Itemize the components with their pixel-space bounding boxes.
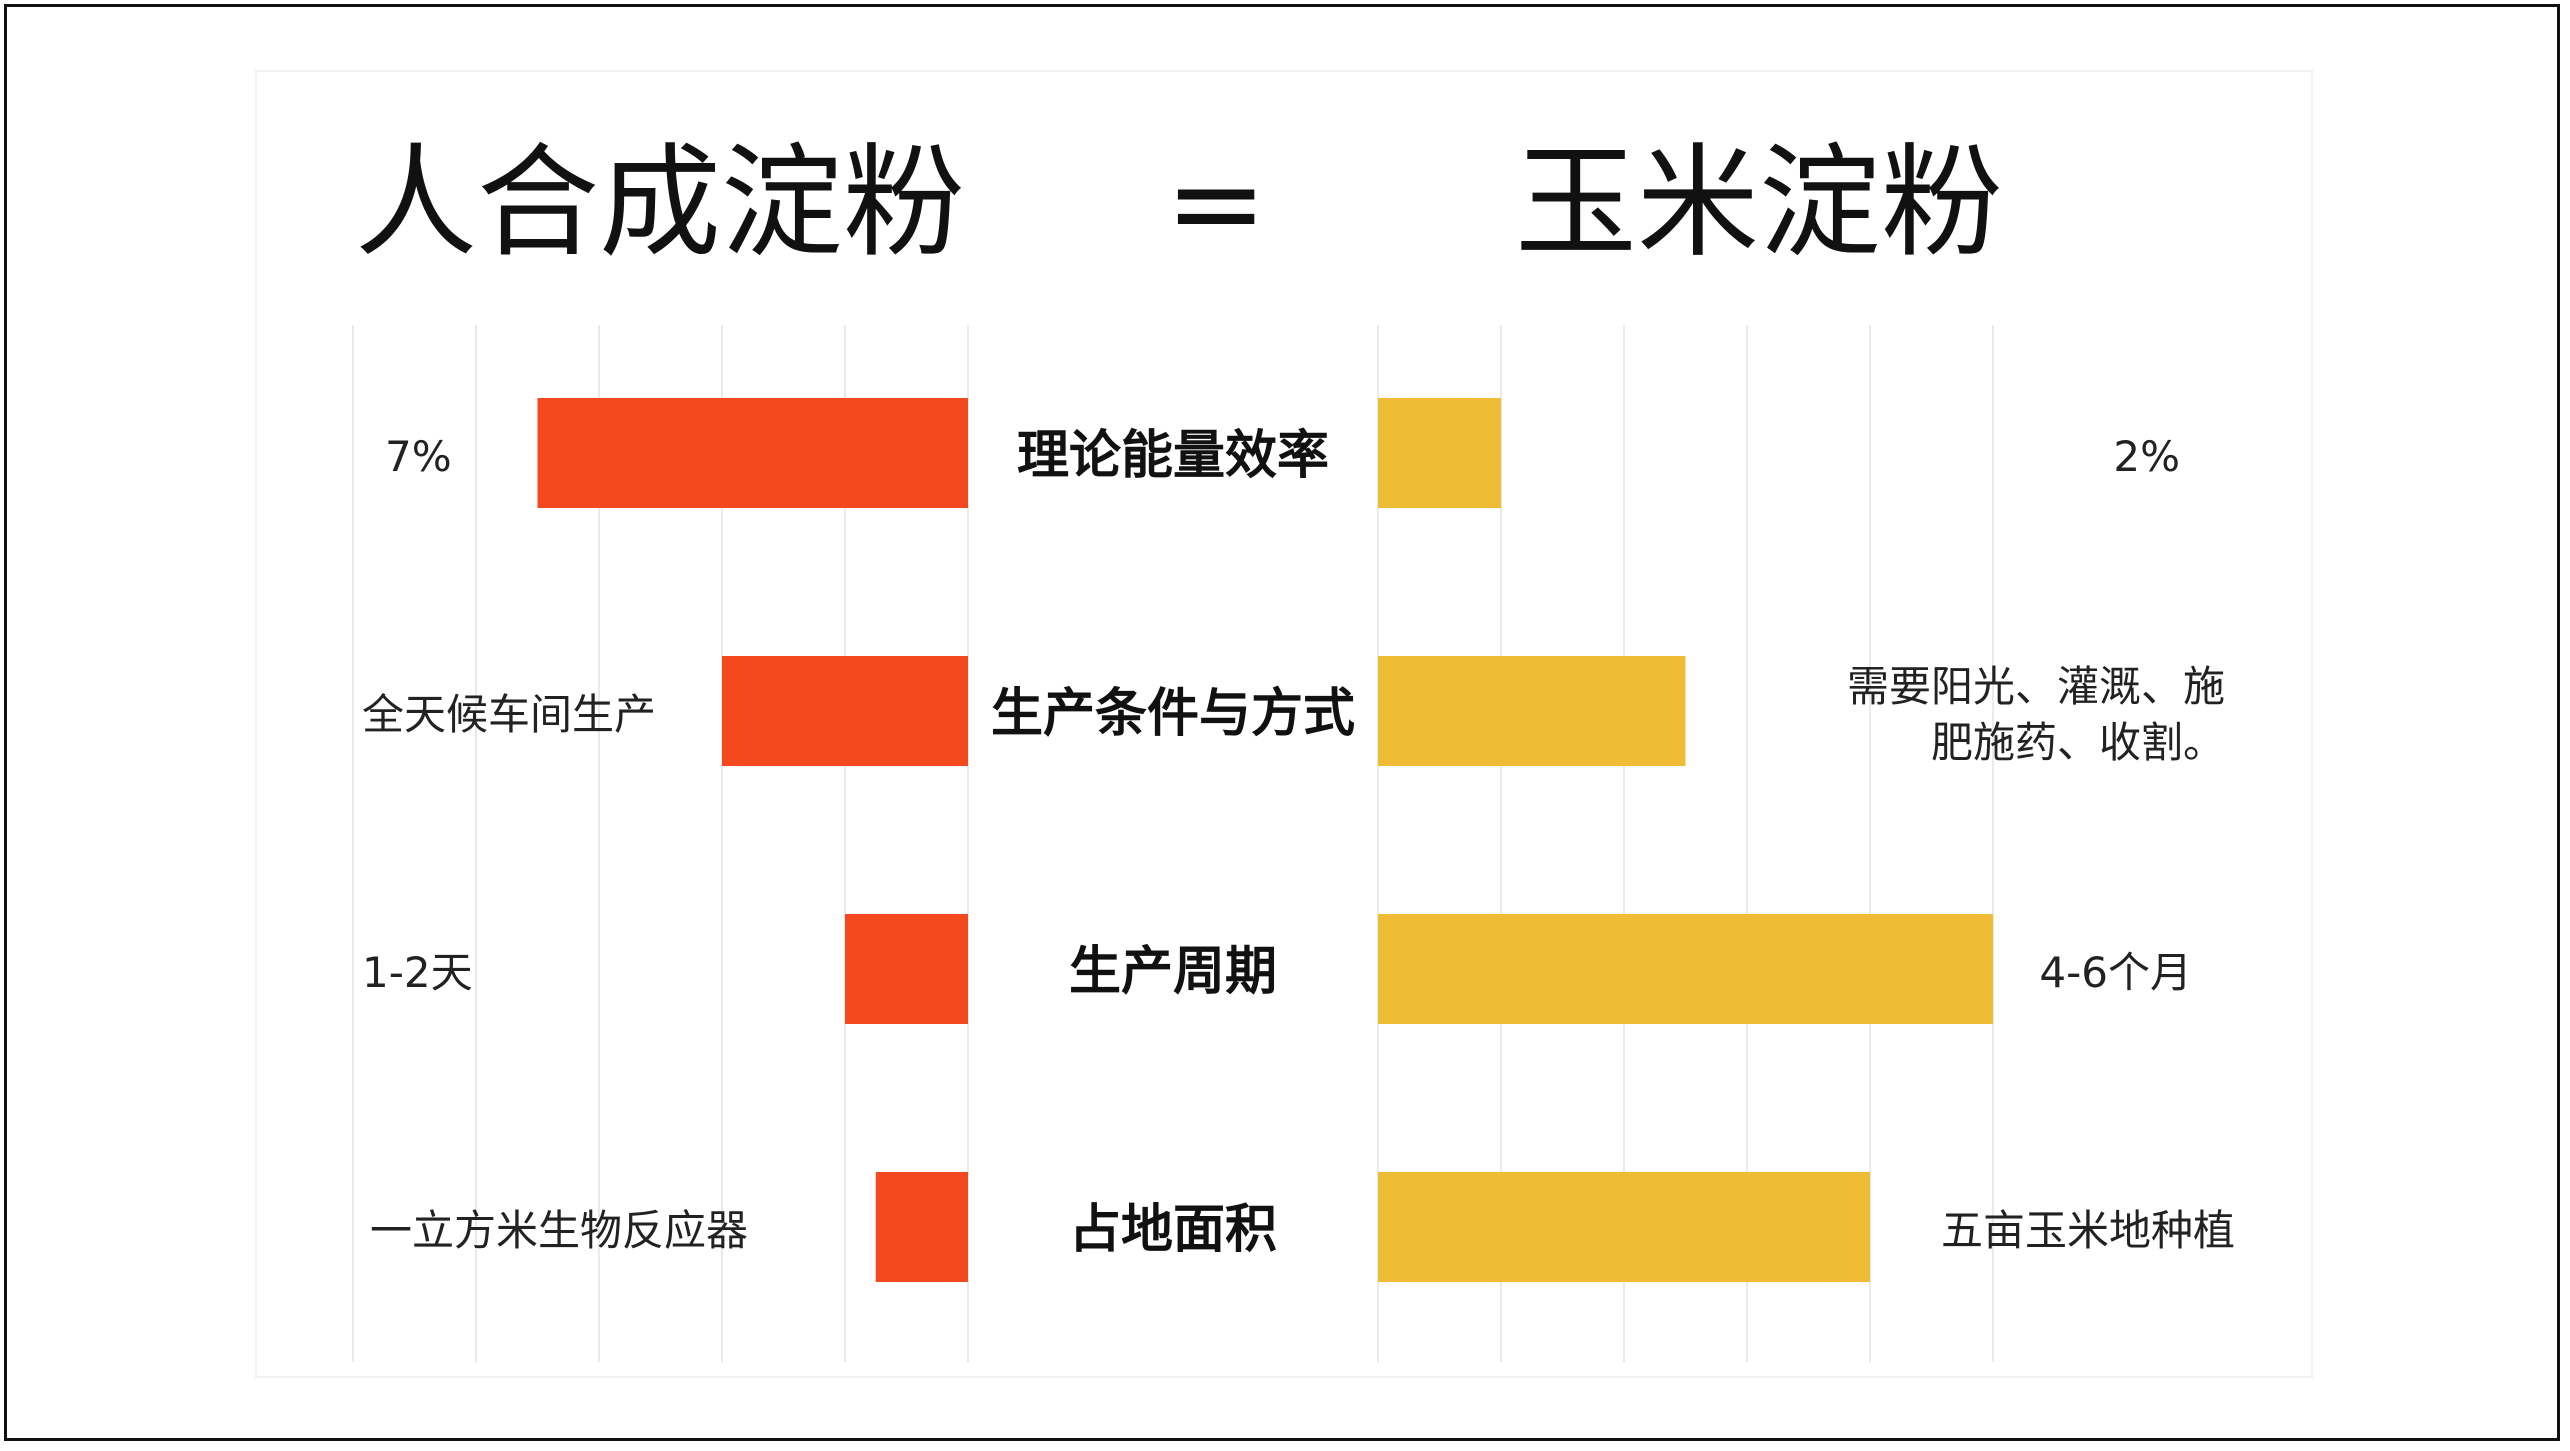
left-bar [722,656,968,766]
category-label: 生产条件与方式 [991,684,1355,744]
right-data-label: 2% [2113,432,2180,481]
left-bar [845,914,968,1024]
left-bar [875,1172,968,1282]
right-data-label: 五亩玉米地种植 [1941,1206,2235,1255]
left-data-label: 1-2天 [362,948,473,997]
category-label: 理论能量效率 [1017,426,1329,486]
right-title: 玉米淀粉 [1515,132,2003,274]
left-data-label: 一立方米生物反应器 [370,1206,748,1255]
right-data-label: 肥施药、收割。 [1931,718,2225,767]
left-title: 人合成淀粉 [355,132,965,274]
right-data-label: 需要阳光、灌溉、施 [1847,662,2225,711]
category-label: 占地面积 [1069,1200,1277,1260]
left-bar [537,398,968,508]
right-bar [1378,656,1686,766]
right-bar [1378,398,1501,508]
equals-sign: = [1165,132,1268,274]
left-data-label: 全天候车间生产 [362,690,656,739]
left-data-label: 7% [385,432,452,481]
right-bar [1378,914,1993,1024]
category-label: 生产周期 [1069,942,1277,1002]
right-data-label: 4-6个月 [2039,948,2192,997]
right-bar [1378,1172,1870,1282]
image-border [4,4,2560,1441]
